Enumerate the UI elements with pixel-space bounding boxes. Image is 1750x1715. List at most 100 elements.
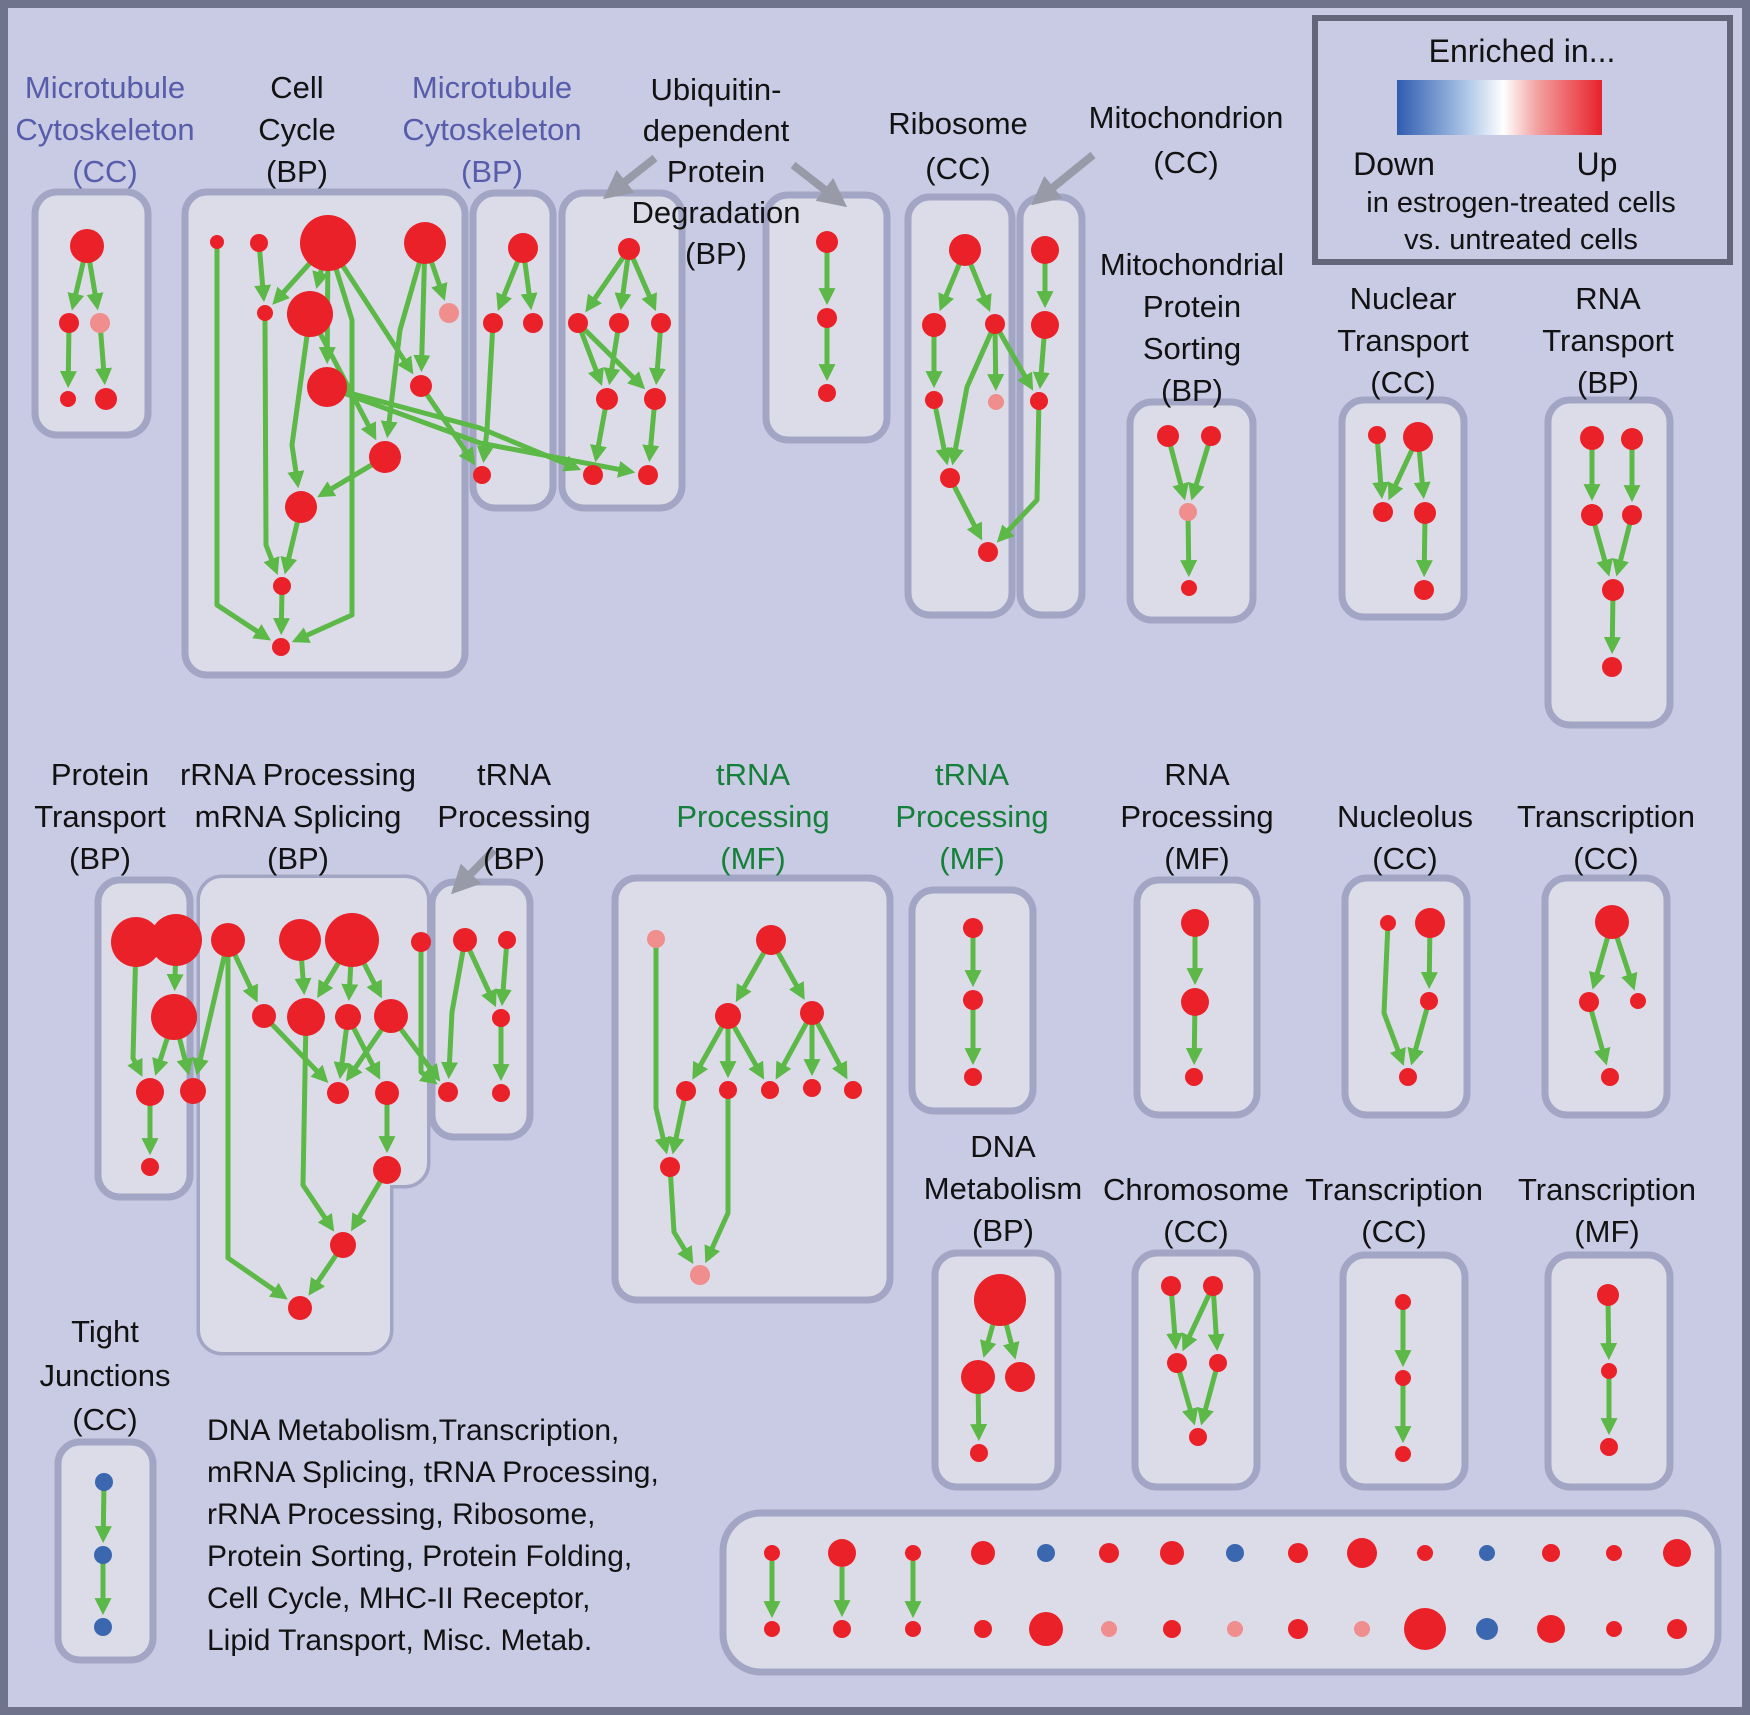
pointer-arrows-layer: [450, 151, 1096, 895]
note-block-line: DNA Metabolism,Transcription,: [207, 1414, 619, 1447]
legend-box: [1312, 15, 1733, 265]
edge-cc8-u8: [343, 391, 636, 478]
cluster-box-rect: [931, 1249, 1062, 1491]
edge-ch2-ch4: [1207, 1294, 1225, 1352]
go-term-node-cc2: [250, 234, 268, 252]
go-term-node-mbp1: [508, 233, 538, 263]
cluster-label-line: (CC): [72, 1402, 137, 1437]
go-term-node-nt4: [1414, 502, 1436, 524]
edge-rc-rf: [317, 961, 341, 999]
edge-r1-r2: [938, 262, 962, 312]
cluster-label-line: (BP): [267, 841, 329, 876]
go-term-node-rt3: [1581, 504, 1603, 526]
strip-node-bottom-10: [1404, 1608, 1446, 1650]
cluster-label-line: RNA: [1575, 281, 1641, 316]
edge-rt5-rt6: [1603, 599, 1621, 655]
go-term-node-cc1: [210, 235, 224, 249]
edge-cc10-cc11: [317, 462, 374, 498]
cluster-label-line: (CC): [1153, 145, 1218, 180]
go-term-node-nl4: [1399, 1068, 1417, 1086]
cluster-label-line: Mitochondrion: [1089, 100, 1284, 135]
edge-cc9-mbp4: [424, 392, 476, 466]
edge-rc-rg: [341, 965, 359, 1002]
go-term-node-t6: [719, 1081, 737, 1099]
go-term-node-mbp2: [483, 313, 503, 333]
cluster-label-line: Protein: [667, 154, 765, 189]
note-block-line: Protein Sorting, Protein Folding,: [207, 1540, 632, 1573]
edge-r4-r7: [933, 407, 953, 466]
go-term-node-mp4: [1181, 580, 1197, 596]
go-term-node-mi1: [1031, 236, 1059, 264]
edge-t6-t11: [704, 1098, 731, 1264]
cluster-label-trna-processing-mf-2: tRNA Processing (MF): [895, 757, 1048, 876]
cluster-label-rna-processing-mf: RNA Processing (MF): [1120, 757, 1273, 876]
strip-node-top-14: [1663, 1539, 1691, 1567]
cluster-label-line: (BP): [685, 236, 747, 271]
edge-u4-u6: [648, 331, 666, 386]
cluster-label-line: (MF): [720, 841, 785, 876]
cluster-label-line: Processing: [437, 799, 590, 834]
go-term-node-d1: [974, 1274, 1026, 1326]
strip-node-top-10: [1417, 1545, 1433, 1561]
go-term-node-rp1: [1181, 909, 1209, 937]
go-term-node-pt6: [141, 1158, 159, 1176]
edge-t5-t10: [667, 1099, 687, 1155]
cluster-label-transcription-cc-lower: Transcription (CC): [1305, 1172, 1483, 1249]
cluster-box-nucleolus: [1341, 874, 1471, 1119]
go-term-node-pt5: [180, 1078, 206, 1104]
edge-u6-u8: [642, 408, 660, 463]
cluster-label-trna-processing-bp: tRNA Processing (BP): [437, 757, 590, 876]
cluster-label-line: (CC): [1361, 1214, 1426, 1249]
cluster-label-line: dependent: [643, 113, 790, 148]
edge-rd-tb4: [418, 951, 438, 1085]
edge-cc3-cc6: [312, 268, 329, 289]
edge-pt2-pt3: [166, 964, 184, 992]
edge-mtcc2-mtcc4: [59, 331, 77, 389]
go-term-node-x1: [1595, 905, 1629, 939]
edge-tb1-tb3: [467, 948, 497, 1008]
strip-node-top-11: [1479, 1545, 1495, 1561]
go-term-node-cc12: [273, 577, 291, 595]
strip-node-bottom-13: [1606, 1621, 1622, 1637]
go-term-node-y2: [1395, 1370, 1411, 1386]
go-term-node-nl1: [1380, 915, 1396, 931]
go-term-node-d3: [1005, 1362, 1035, 1392]
go-term-node-mp2: [1201, 426, 1221, 446]
go-term-node-t9: [844, 1081, 862, 1099]
edge-pt3-pt4: [152, 1037, 170, 1076]
go-term-node-rl: [373, 1156, 401, 1184]
go-term-node-u7: [583, 465, 603, 485]
strip-node-top-1: [828, 1539, 856, 1567]
cluster-label-line: DNA: [970, 1129, 1036, 1164]
cluster-label-nucleolus-cc: Nucleolus (CC): [1337, 799, 1473, 876]
go-term-node-rg: [335, 1004, 361, 1030]
go-term-node-rj: [375, 1081, 399, 1105]
go-term-node-rf: [287, 998, 325, 1036]
edge-tb1-tb4: [441, 950, 466, 1080]
cluster-box-chromosome: [1131, 1249, 1261, 1491]
strip-node-top-0: [764, 1545, 780, 1561]
cluster-label-line: (BP): [461, 154, 523, 189]
cluster-label-line: (CC): [1573, 841, 1638, 876]
edge-rg-ri: [333, 1028, 351, 1080]
edge-u1-u2: [585, 255, 626, 313]
go-term-node-t1: [647, 930, 665, 948]
go-term-node-s1: [963, 918, 983, 938]
edge-u2-u5: [578, 330, 604, 386]
go-term-node-nl2: [1415, 908, 1445, 938]
go-term-node-s2: [963, 990, 983, 1010]
go-term-node-re: [252, 1004, 276, 1028]
cluster-box-misc-strip: [719, 1509, 1722, 1676]
go-term-node-rt2: [1621, 428, 1643, 450]
go-term-node-x4: [1601, 1068, 1619, 1086]
cluster-label-ribosome-cc: Ribosome (CC): [888, 106, 1028, 186]
edge-ch2-ch3: [1181, 1293, 1212, 1352]
cluster-label-line: Transport: [1542, 323, 1674, 358]
go-term-node-b51: [816, 231, 838, 253]
edge-r1-r3: [968, 262, 992, 313]
cluster-box-rect: [1338, 396, 1468, 621]
go-term-node-r3: [985, 314, 1005, 334]
strip-node-bottom-0: [764, 1621, 780, 1637]
cluster-label-line: (MF): [939, 841, 1004, 876]
edge-z1-z2: [1600, 1304, 1618, 1361]
